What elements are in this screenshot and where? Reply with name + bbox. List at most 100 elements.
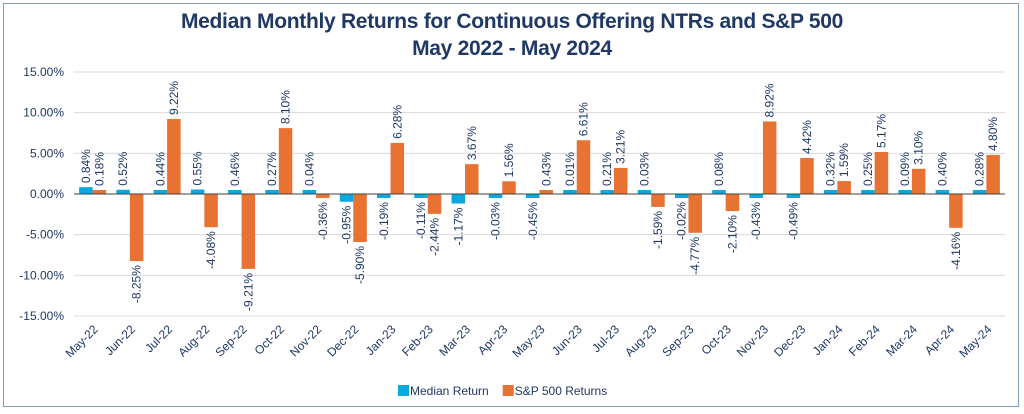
data-label: 0.52% [116, 151, 130, 185]
bar-sp500-return [316, 194, 330, 198]
x-tick-label: Sep-23 [659, 322, 696, 359]
bar-sp500-return [167, 119, 181, 194]
data-label: 0.55% [191, 151, 205, 185]
bar-median-return [563, 190, 577, 194]
x-tick-label: Sep-22 [212, 322, 249, 359]
data-label: -0.45% [526, 202, 540, 240]
y-tick-label: 15.00% [23, 65, 64, 79]
data-label: 0.04% [302, 152, 316, 186]
legend-swatch [502, 385, 514, 396]
data-label: -4.16% [949, 232, 963, 270]
bar-sp500-return [129, 194, 144, 262]
data-label: 0.25% [861, 152, 875, 186]
x-tick-label: Aug-23 [622, 322, 659, 359]
data-label: -0.02% [675, 202, 689, 240]
bar-sp500-return [874, 151, 889, 194]
bar-median-return [972, 190, 987, 194]
bar-sp500-return [576, 140, 591, 194]
bar-sp500-return [949, 194, 963, 228]
data-label: 6.28% [390, 105, 404, 139]
bar-median-return [153, 190, 168, 194]
bar-sp500-return [204, 194, 218, 228]
x-tick-label: Jun-23 [549, 322, 585, 358]
data-label: -4.08% [204, 231, 218, 269]
chart-frame [3, 3, 1019, 407]
bar-sp500-return [465, 164, 479, 194]
bar-median-return [526, 194, 540, 198]
bar-median-return [488, 194, 503, 198]
bar-median-return [861, 190, 875, 194]
bar-median-return [637, 190, 652, 194]
data-label: -1.59% [651, 211, 665, 249]
y-tick-label: -15.00% [19, 309, 64, 323]
legend-label: Median Return [410, 384, 489, 398]
legend-label: S&P 500 Returns [515, 384, 608, 398]
data-label: 0.03% [637, 152, 651, 186]
data-label: 3.67% [465, 126, 479, 160]
data-label: 0.46% [228, 152, 242, 186]
bar-median-return [786, 194, 801, 198]
data-label: 0.44% [153, 152, 167, 186]
x-tick-label: Feb-23 [399, 322, 436, 359]
x-tick-label: May-23 [509, 322, 547, 360]
data-label: -0.11% [414, 202, 428, 239]
data-label: 6.61% [576, 102, 590, 136]
x-tick-label: Jan-24 [810, 322, 846, 358]
x-tick-label: Feb-24 [846, 322, 883, 359]
x-tick-label: Aug-22 [175, 322, 212, 359]
bar-median-return [414, 194, 428, 198]
bar-sp500-return [911, 168, 926, 194]
bar-median-return [190, 189, 205, 194]
data-label: -8.25% [130, 265, 144, 303]
bar-median-return [712, 190, 726, 194]
bar-sp500-return [353, 194, 367, 242]
bar-median-return [339, 194, 354, 202]
bar-median-return [451, 194, 466, 204]
data-label: 0.09% [898, 152, 912, 186]
data-label: 0.27% [265, 152, 279, 186]
x-tick-label: Mar-23 [436, 322, 473, 359]
bar-sp500-return [427, 194, 442, 214]
data-label: -2.44% [428, 218, 442, 256]
x-tick-label: Oct-22 [252, 322, 288, 358]
bar-median-return [935, 190, 950, 194]
y-tick-label: 0.00% [30, 187, 64, 201]
data-label: 0.21% [600, 152, 614, 186]
x-tick-label: Oct-23 [698, 322, 734, 358]
data-label: -0.95% [340, 205, 354, 243]
data-label: 5.17% [874, 114, 888, 148]
bar-sp500-return [688, 194, 702, 233]
y-tick-label: 10.00% [23, 106, 64, 120]
x-tick-label: Jul-23 [589, 322, 622, 355]
data-label: -0.49% [786, 202, 800, 240]
bar-sp500-return [241, 194, 256, 269]
bar-median-return [600, 190, 614, 194]
data-label: 3.21% [614, 130, 628, 164]
y-tick-label: 5.00% [30, 146, 64, 160]
data-label: 1.56% [502, 143, 516, 177]
data-label: 4.42% [800, 120, 814, 154]
data-label: -0.43% [749, 202, 763, 240]
data-label: 9.22% [167, 81, 181, 115]
bar-sp500-return [651, 194, 665, 207]
data-label: 0.08% [712, 152, 726, 186]
data-label: 8.10% [279, 90, 293, 124]
data-label: -0.36% [316, 202, 330, 240]
data-label: 0.40% [935, 152, 949, 186]
x-tick-label: Dec-23 [771, 322, 808, 359]
data-label: 0.01% [563, 152, 577, 186]
x-tick-label: Dec-22 [324, 322, 361, 359]
bar-median-return [79, 187, 93, 194]
x-tick-label: May-22 [63, 322, 101, 360]
data-label: -5.90% [353, 246, 367, 284]
chart-title: Median Monthly Returns for Continuous Of… [180, 10, 844, 33]
y-tick-label: -10.00% [19, 268, 64, 282]
bar-median-return [265, 190, 279, 194]
y-tick-label: -5.00% [26, 228, 64, 242]
x-tick-label: Mar-24 [883, 322, 920, 359]
bar-median-return [749, 194, 763, 198]
bar-median-return [674, 194, 689, 198]
chart-subtitle: May 2022 - May 2024 [412, 37, 612, 60]
data-label: 0.18% [92, 152, 106, 186]
